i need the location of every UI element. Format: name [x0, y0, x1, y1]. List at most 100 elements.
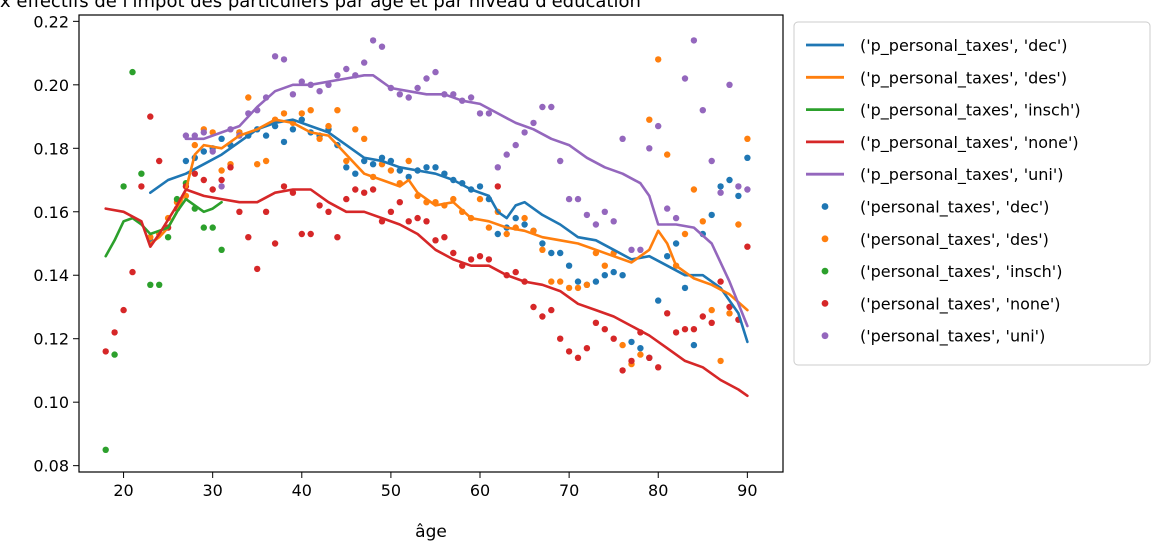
scatter-point — [467, 256, 475, 263]
scatter-point — [530, 119, 537, 127]
scatter-point — [628, 338, 635, 346]
scatter-point — [102, 348, 109, 355]
scatter-point — [280, 110, 288, 117]
legend-label: ('p_personal_taxes', 'dec') — [860, 36, 1068, 56]
scatter-point — [156, 281, 163, 288]
legend-label: ('p_personal_taxes', 'insch') — [860, 101, 1081, 121]
scatter-point — [476, 195, 484, 203]
scatter-point — [539, 103, 546, 111]
scatter-point — [494, 183, 501, 190]
scatter-point — [565, 348, 573, 355]
y-axis: 0.08 0.10 0.12 0.14 0.16 0.18 0.20 0.22 — [33, 12, 79, 476]
scatter-point — [218, 135, 225, 142]
scatter-point — [726, 310, 733, 317]
scatter-point — [664, 205, 671, 212]
scatter-point — [637, 351, 644, 358]
scatter-point — [744, 186, 751, 193]
scatter-point — [699, 218, 706, 225]
scatter-point — [539, 246, 546, 253]
scatter-point — [619, 272, 626, 279]
scatter-point — [316, 135, 323, 142]
scatter-point — [254, 161, 261, 168]
x-tick-label: 40 — [292, 481, 312, 500]
scatter-point — [218, 167, 225, 174]
scatter-point — [744, 135, 751, 142]
x-tick-label: 90 — [737, 481, 757, 500]
scatter-point — [672, 214, 680, 222]
scatter-point — [298, 110, 305, 117]
scatter-point — [664, 310, 671, 317]
scatter-point — [432, 164, 439, 171]
scatter-point — [494, 164, 501, 171]
scatter-point — [164, 234, 172, 241]
scatter-point — [592, 319, 600, 326]
scatter-point — [129, 68, 136, 76]
y-tick-label: 0.14 — [33, 266, 69, 285]
scatter-point — [664, 253, 671, 260]
legend-swatch — [821, 267, 829, 275]
scatter-point — [218, 246, 225, 253]
scatter-point — [236, 208, 243, 215]
scatter-point — [209, 224, 216, 231]
scatter-point — [316, 202, 323, 209]
scatter-point — [102, 446, 109, 453]
legend-swatch — [821, 235, 829, 243]
scatter-point — [476, 183, 484, 190]
scatter-point — [450, 249, 457, 257]
scatter-point — [289, 91, 297, 98]
x-tick-label: 50 — [381, 481, 401, 500]
scatter-point — [450, 195, 457, 203]
scatter-point — [307, 107, 314, 114]
scatter-point — [298, 230, 305, 238]
scatter-point — [592, 278, 600, 285]
scatter-point — [637, 246, 644, 253]
scatter-point — [717, 189, 724, 196]
scatter-point — [120, 183, 127, 190]
scatter-point — [610, 218, 617, 225]
scatter-point — [672, 329, 680, 336]
scatter-point — [637, 345, 644, 352]
scatter-point — [405, 173, 412, 181]
scatter-point — [405, 218, 412, 225]
y-tick-label: 0.22 — [33, 12, 69, 31]
scatter-point — [414, 84, 421, 92]
x-tick-label: 20 — [113, 481, 133, 500]
scatter-point — [254, 265, 261, 273]
scatter-point — [343, 65, 350, 73]
scatter-point — [369, 37, 377, 44]
scatter-point — [646, 145, 653, 152]
y-tick-label: 0.16 — [33, 203, 69, 222]
scatter-point — [218, 176, 225, 184]
x-tick-label: 60 — [470, 481, 490, 500]
scatter-point — [655, 56, 662, 63]
scatter-point — [574, 354, 582, 361]
scatter-point — [352, 126, 359, 133]
scatter-point — [681, 75, 689, 82]
scatter-point — [601, 326, 608, 333]
x-tick-label: 70 — [559, 481, 579, 500]
legend-swatch — [821, 203, 829, 210]
scatter-point — [352, 186, 359, 193]
scatter-point — [387, 167, 395, 174]
scatter-point — [262, 157, 270, 165]
legend-label: ('personal_taxes', 'uni') — [860, 327, 1045, 347]
scatter-point — [521, 214, 528, 222]
scatter-point — [539, 313, 546, 320]
scatter-point — [218, 183, 225, 190]
scatter-point — [441, 234, 448, 241]
scatter-point — [138, 170, 145, 177]
legend-frame — [793, 21, 1151, 366]
scatter-point — [690, 186, 698, 193]
scatter-point — [245, 234, 252, 241]
scatter-point — [601, 272, 608, 279]
legend-label: ('p_personal_taxes', 'uni') — [860, 165, 1063, 185]
scatter-point — [557, 278, 564, 285]
scatter-point — [396, 199, 403, 206]
scatter-point — [610, 268, 617, 276]
scatter-point — [574, 278, 582, 285]
scatter-point — [628, 357, 635, 365]
scatter-point — [619, 341, 626, 349]
y-tick-label: 0.18 — [33, 139, 69, 158]
scatter-point — [262, 132, 270, 139]
